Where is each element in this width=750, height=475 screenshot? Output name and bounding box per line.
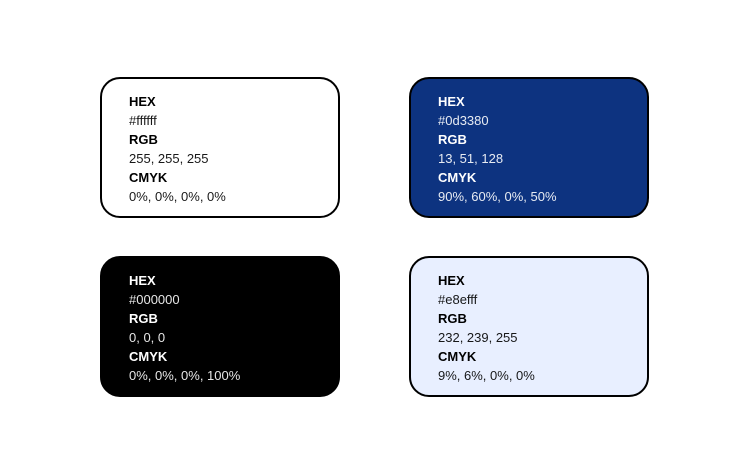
rgb-value: 13, 51, 128 (438, 151, 504, 166)
hex-value: #000000 (129, 292, 180, 307)
cmyk-label: CMYK (129, 349, 168, 364)
cmyk-value: 0%, 0%, 0%, 0% (129, 189, 226, 204)
hex-label: HEX (129, 94, 156, 109)
rgb-value: 232, 239, 255 (438, 330, 518, 345)
color-swatch-card-navy: HEX #0d3380 RGB 13, 51, 128 CMYK 90%, 60… (409, 77, 649, 218)
cmyk-label: CMYK (129, 170, 168, 185)
rgb-value: 0, 0, 0 (129, 330, 166, 345)
hex-label: HEX (438, 94, 465, 109)
hex-value: #e8efff (438, 292, 478, 307)
rgb-label: RGB (129, 311, 158, 326)
cmyk-value: 9%, 6%, 0%, 0% (438, 368, 535, 383)
color-swatch-card-white: HEX #ffffff RGB 255, 255, 255 CMYK 0%, 0… (100, 77, 340, 218)
hex-label: HEX (129, 273, 156, 288)
hex-value: #ffffff (129, 113, 157, 128)
color-swatch-card-black: HEX #000000 RGB 0, 0, 0 CMYK 0%, 0%, 0%,… (100, 256, 340, 397)
cmyk-value: 90%, 60%, 0%, 50% (438, 189, 557, 204)
cmyk-value: 0%, 0%, 0%, 100% (129, 368, 241, 383)
hex-value: #0d3380 (438, 113, 489, 128)
rgb-label: RGB (438, 132, 467, 147)
rgb-label: RGB (129, 132, 158, 147)
cmyk-label: CMYK (438, 349, 477, 364)
rgb-label: RGB (438, 311, 467, 326)
hex-label: HEX (438, 273, 465, 288)
rgb-value: 255, 255, 255 (129, 151, 209, 166)
cmyk-label: CMYK (438, 170, 477, 185)
color-swatch-card-light-blue: HEX #e8efff RGB 232, 239, 255 CMYK 9%, 6… (409, 256, 649, 397)
